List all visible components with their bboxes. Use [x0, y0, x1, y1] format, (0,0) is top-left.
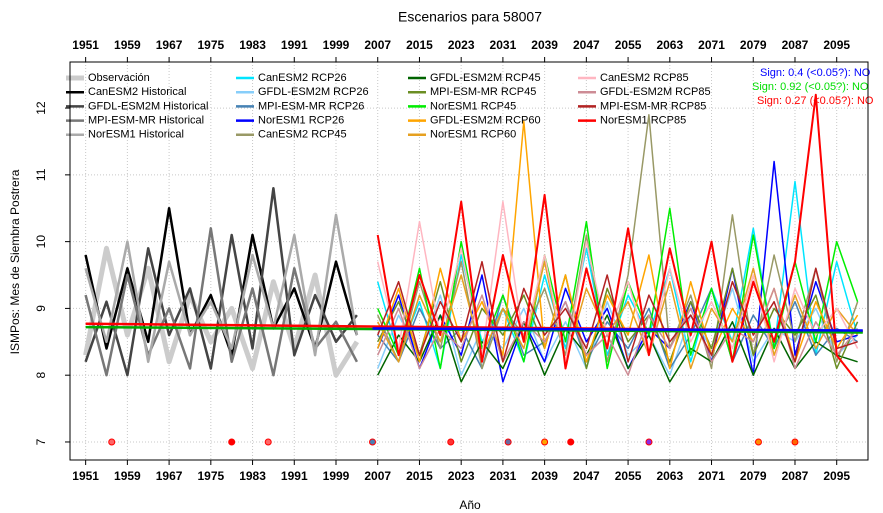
legend-label: MPI-ESM-MR RCP45 — [430, 86, 536, 98]
x-tick-label-top: 1959 — [114, 38, 141, 52]
legend-label: CanESM2 RCP85 — [600, 72, 689, 84]
trend-line — [372, 327, 863, 332]
x-tick-label: 2079 — [740, 469, 767, 483]
marker-point — [754, 438, 762, 446]
x-tick-label: 2087 — [782, 469, 809, 483]
x-tick-label: 2015 — [406, 469, 433, 483]
legend-label: NorESM1 RCP45 — [430, 100, 516, 112]
legend-label: NorESM1 RCP26 — [258, 115, 344, 127]
marker-point — [369, 438, 377, 446]
marker-point — [264, 438, 272, 446]
x-tick-label: 1959 — [114, 469, 141, 483]
x-tick-label-top: 1999 — [323, 38, 350, 52]
x-tick-label: 2031 — [490, 469, 517, 483]
x-tick-label-top: 1991 — [281, 38, 308, 52]
x-tick-label: 2023 — [448, 469, 475, 483]
legend-label: Observación — [88, 72, 150, 84]
legend-label: GFDL-ESM2M RCP26 — [258, 86, 369, 98]
legend-label: MPI-ESM-MR RCP85 — [600, 100, 706, 112]
marker-point — [567, 438, 575, 446]
y-tick-label: 11 — [34, 168, 48, 181]
x-tick-label: 2071 — [698, 469, 725, 483]
series-line — [377, 287, 859, 376]
x-tick-label-top: 2023 — [448, 38, 475, 52]
x-tick-label-top: 2047 — [573, 38, 600, 52]
y-tick-label: 9 — [34, 305, 48, 312]
legend-label: GFDL-ESM2M RCP60 — [430, 115, 541, 127]
annotation: Sign: 0.4 (<0.05?): NO — [760, 67, 871, 79]
x-tick-label: 1983 — [239, 469, 266, 483]
marker-point — [228, 438, 236, 446]
legend-label: NorESM1 RCP85 — [600, 115, 686, 127]
legend-label: CanESM2 RCP26 — [258, 72, 347, 84]
legend-label: NorESM1 Historical — [88, 129, 184, 141]
series-line — [377, 260, 858, 363]
x-tick-label: 2095 — [823, 469, 850, 483]
x-tick-label: 1951 — [72, 469, 99, 483]
y-tick-label: 10 — [34, 235, 48, 249]
x-tick-label: 1999 — [323, 469, 350, 483]
x-tick-label: 2007 — [364, 469, 391, 483]
legend-label: NorESM1 RCP60 — [430, 129, 516, 141]
x-tick-label: 2039 — [531, 469, 558, 483]
marker-point — [645, 438, 653, 446]
x-tick-label-top: 1975 — [197, 38, 224, 52]
legend-label: MPI-ESM-MR Historical — [88, 115, 204, 127]
legend: Observación CanESM2 Historical GFDL-ESM2M … — [66, 67, 874, 141]
chart-title: Escenarios para 58007 — [398, 9, 542, 25]
marker-point — [108, 438, 116, 446]
series-line — [376, 93, 859, 383]
y-tick-label: 12 — [34, 101, 48, 115]
x-tick-label: 2055 — [615, 469, 642, 483]
annotation: Sign: 0.27 (<0.05?): NO — [757, 95, 874, 107]
marker-point — [504, 438, 512, 446]
marker-point — [791, 438, 799, 446]
x-tick-label-top: 1967 — [156, 38, 183, 52]
plot-lines — [83, 93, 863, 446]
x-tick-label-top: 2015 — [406, 38, 433, 52]
plot-frame — [69, 61, 869, 461]
x-tick-label-top: 1983 — [239, 38, 266, 52]
series-line — [376, 200, 859, 363]
legend-label: MPI-ESM-MR RCP26 — [258, 100, 364, 112]
x-tick-label-top: 2095 — [823, 38, 850, 52]
x-tick-label-top: 2007 — [364, 38, 391, 52]
marker-point — [447, 438, 455, 446]
y-axis-label: ISMPos: Mes de Siembra Postrera — [8, 169, 22, 354]
legend-label: GFDL-ESM2M RCP45 — [430, 72, 541, 84]
annotation: Sign: 0.92 (<0.05?): NO — [752, 81, 869, 93]
x-tick-label-top: 2071 — [698, 38, 725, 52]
x-tick-label-top: 1951 — [72, 38, 99, 52]
y-tick-label: 7 — [34, 438, 48, 445]
x-tick-label-top: 2087 — [782, 38, 809, 52]
x-tick-label-top: 2031 — [490, 38, 517, 52]
x-tick-label: 1975 — [197, 469, 224, 483]
marker-point — [541, 438, 549, 446]
x-tick-label-top: 2039 — [531, 38, 558, 52]
x-tick-label: 1967 — [156, 469, 183, 483]
x-tick-label-top: 2055 — [615, 38, 642, 52]
legend-label: CanESM2 Historical — [88, 86, 186, 98]
legend-label: GFDL-ESM2M Historical — [88, 100, 208, 112]
legend-label: GFDL-ESM2M RCP85 — [600, 86, 711, 98]
x-tick-label: 1991 — [281, 469, 308, 483]
x-tick-label-top: 2063 — [656, 38, 683, 52]
x-tick-label: 2047 — [573, 469, 600, 483]
legend-label: CanESM2 RCP45 — [258, 129, 347, 141]
x-tick-label: 2063 — [656, 469, 683, 483]
grid: 1951 1951 1959 1959 1967 1967 1975 1975 1983 1983… — [34, 38, 868, 483]
x-tick-label-top: 2079 — [740, 38, 767, 52]
x-axis-label: Año — [459, 498, 481, 512]
y-tick-label: 8 — [34, 372, 48, 379]
